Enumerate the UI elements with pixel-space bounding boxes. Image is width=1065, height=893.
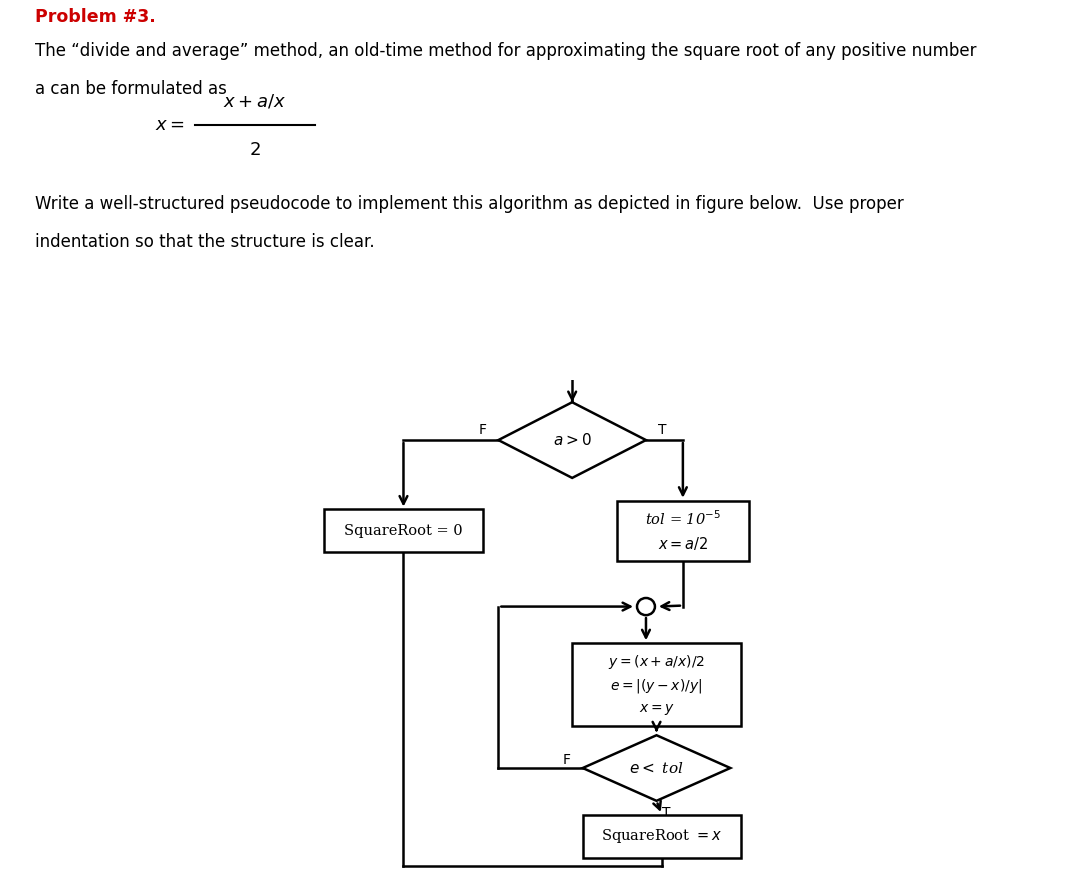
Text: F: F — [478, 423, 487, 437]
Text: Write a well-structured pseudocode to implement this algorithm as depicted in fi: Write a well-structured pseudocode to im… — [35, 195, 904, 213]
Polygon shape — [583, 735, 731, 801]
Text: SquareRoot $= x$: SquareRoot $= x$ — [602, 827, 722, 845]
Text: SquareRoot = 0: SquareRoot = 0 — [344, 524, 463, 538]
Text: The “divide and average” method, an old-time method for approximating the square: The “divide and average” method, an old-… — [35, 42, 977, 60]
Bar — [617, 501, 749, 561]
Text: $x + a/x$: $x + a/x$ — [224, 93, 286, 111]
Text: $x =$: $x =$ — [155, 116, 184, 134]
Text: $2$: $2$ — [249, 141, 261, 159]
Text: a can be formulated as: a can be formulated as — [35, 79, 227, 98]
Text: F: F — [563, 754, 571, 767]
Circle shape — [637, 598, 655, 615]
Text: $e < $ tol: $e < $ tol — [629, 761, 684, 775]
Bar — [572, 643, 741, 726]
Text: Problem #3.: Problem #3. — [35, 8, 155, 26]
Text: $y = (x + a/x)/2$
$e = |(y - x)/y|$
$x = y$: $y = (x + a/x)/2$ $e = |(y - x)/y|$ $x =… — [608, 653, 705, 717]
Polygon shape — [498, 402, 646, 478]
Bar — [583, 814, 741, 857]
Text: tol = 10$^{-5}$
$x = a/2$: tol = 10$^{-5}$ $x = a/2$ — [645, 510, 721, 552]
Text: T: T — [657, 423, 666, 437]
Bar — [325, 509, 482, 553]
Text: $a > 0$: $a > 0$ — [553, 432, 591, 448]
Text: indentation so that the structure is clear.: indentation so that the structure is cle… — [35, 233, 375, 251]
Text: T: T — [661, 806, 670, 821]
